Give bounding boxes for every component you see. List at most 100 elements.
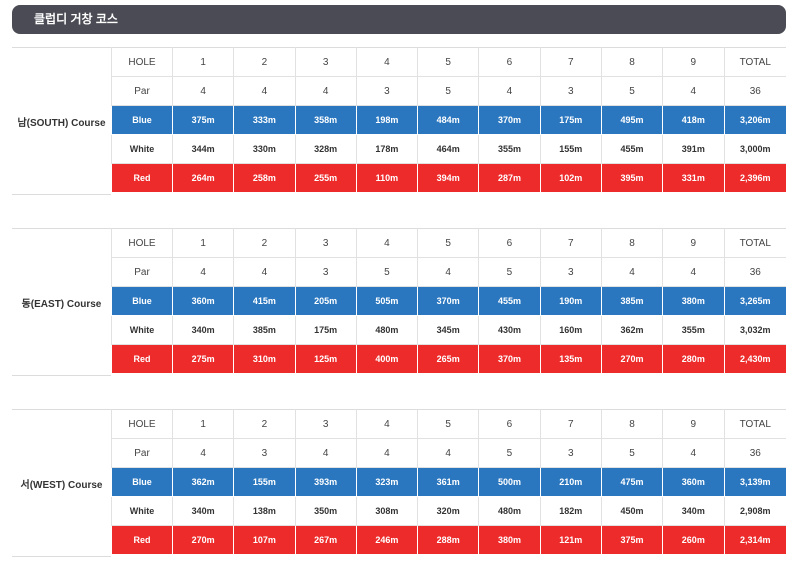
page-title: 클럽디 거창 코스 bbox=[12, 5, 786, 34]
blue-row-label: Blue bbox=[111, 467, 173, 497]
red-distance-cell: 270m bbox=[600, 344, 663, 374]
red-distance-cell: 264m bbox=[171, 163, 234, 193]
red-distance-cell: 125m bbox=[294, 344, 357, 374]
par-distance-cell: 4 bbox=[171, 76, 234, 106]
hole-header-row: HOLE 1 2 3 4 5 6 7 8 9 TOTAL bbox=[111, 47, 786, 77]
white-total-cell: 3,032m bbox=[723, 315, 786, 345]
total-label: TOTAL bbox=[723, 228, 786, 258]
blue-total-cell: 3,139m bbox=[723, 467, 786, 497]
white-distance-cell: 344m bbox=[171, 134, 234, 164]
blue-distance-cell: 505m bbox=[355, 286, 418, 316]
blue-row-label: Blue bbox=[111, 286, 173, 316]
par-distance-cell: 3 bbox=[539, 257, 602, 287]
red-distance-cell: 310m bbox=[233, 344, 296, 374]
hole-number: 9 bbox=[662, 47, 724, 77]
total-label: TOTAL bbox=[723, 409, 786, 439]
par-distance-cell: 4 bbox=[478, 76, 541, 106]
white-tee-row: White 340m 138m 350m 308m 320m 480m 182m 450m 340… bbox=[111, 496, 786, 526]
hole-number: 9 bbox=[662, 409, 724, 439]
par-distance-cell: 4 bbox=[294, 76, 357, 106]
red-distance-cell: 255m bbox=[294, 163, 357, 193]
par-distance-cell: 4 bbox=[355, 438, 418, 468]
white-distance-cell: 391m bbox=[662, 134, 724, 164]
par-distance-cell: 4 bbox=[294, 438, 357, 468]
white-distance-cell: 340m bbox=[171, 315, 234, 345]
hole-number: 6 bbox=[478, 47, 541, 77]
red-distance-cell: 102m bbox=[539, 163, 602, 193]
par-row-label: Par bbox=[111, 76, 173, 106]
white-distance-cell: 160m bbox=[539, 315, 602, 345]
hole-number: 7 bbox=[539, 47, 602, 77]
par-distance-cell: 4 bbox=[233, 257, 296, 287]
red-distance-cell: 267m bbox=[294, 525, 357, 555]
white-row-label: White bbox=[111, 315, 173, 345]
red-row-label: Red bbox=[111, 163, 173, 193]
hole-label: HOLE bbox=[111, 409, 173, 439]
par-distance-cell: 4 bbox=[662, 76, 724, 106]
blue-distance-cell: 360m bbox=[662, 467, 724, 497]
blue-distance-cell: 198m bbox=[355, 105, 418, 135]
par-row-label: Par bbox=[111, 257, 173, 287]
par-distance-cell: 4 bbox=[171, 438, 234, 468]
par-distance-cell: 4 bbox=[662, 438, 724, 468]
blue-distance-cell: 361m bbox=[417, 467, 479, 497]
white-distance-cell: 340m bbox=[662, 496, 724, 526]
hole-number: 1 bbox=[171, 47, 234, 77]
hole-number: 6 bbox=[478, 409, 541, 439]
hole-number: 5 bbox=[417, 47, 479, 77]
red-distance-cell: 287m bbox=[478, 163, 541, 193]
par-distance-cell: 5 bbox=[417, 76, 479, 106]
hole-number: 4 bbox=[355, 47, 418, 77]
red-distance-cell: 260m bbox=[662, 525, 724, 555]
red-tee-row: Red 275m 310m 125m 400m 265m 370m 135m 270m 280m 2… bbox=[111, 344, 786, 374]
hole-number: 6 bbox=[478, 228, 541, 258]
blue-row-label: Blue bbox=[111, 105, 173, 135]
blue-total-cell: 3,265m bbox=[723, 286, 786, 316]
red-distance-cell: 275m bbox=[171, 344, 234, 374]
blue-distance-cell: 205m bbox=[294, 286, 357, 316]
blue-distance-cell: 175m bbox=[539, 105, 602, 135]
white-distance-cell: 155m bbox=[539, 134, 602, 164]
red-distance-cell: 110m bbox=[355, 163, 418, 193]
hole-number: 2 bbox=[233, 228, 296, 258]
white-tee-row: White 340m 385m 175m 480m 345m 430m 160m 362m 355… bbox=[111, 315, 786, 345]
blue-tee-row: Blue 362m 155m 393m 323m 361m 500m 210m 475m 360m… bbox=[111, 467, 786, 497]
red-distance-cell: 135m bbox=[539, 344, 602, 374]
white-total-cell: 2,908m bbox=[723, 496, 786, 526]
hole-number: 7 bbox=[539, 409, 602, 439]
scorecard-table: HOLE 1 2 3 4 5 6 7 8 9 TOTAL Par 4 4 4 3 5 4 3 5 4 36 Blue 375m… bbox=[111, 47, 786, 193]
course-name: 남(SOUTH) Course bbox=[12, 47, 111, 195]
blue-distance-cell: 358m bbox=[294, 105, 357, 135]
hole-number: 9 bbox=[662, 228, 724, 258]
white-distance-cell: 308m bbox=[355, 496, 418, 526]
white-distance-cell: 385m bbox=[233, 315, 296, 345]
red-distance-cell: 265m bbox=[417, 344, 479, 374]
hole-number: 1 bbox=[171, 409, 234, 439]
red-distance-cell: 380m bbox=[478, 525, 541, 555]
hole-number: 5 bbox=[417, 409, 479, 439]
white-distance-cell: 480m bbox=[355, 315, 418, 345]
blue-distance-cell: 333m bbox=[233, 105, 296, 135]
par-distance-cell: 5 bbox=[478, 438, 541, 468]
white-total-cell: 3,000m bbox=[723, 134, 786, 164]
red-total-cell: 2,314m bbox=[723, 525, 786, 555]
blue-distance-cell: 210m bbox=[539, 467, 602, 497]
white-distance-cell: 178m bbox=[355, 134, 418, 164]
white-distance-cell: 345m bbox=[417, 315, 479, 345]
par-distance-cell: 4 bbox=[233, 76, 296, 106]
par-distance-cell: 4 bbox=[662, 257, 724, 287]
par-distance-cell: 3 bbox=[355, 76, 418, 106]
hole-header-row: HOLE 1 2 3 4 5 6 7 8 9 TOTAL bbox=[111, 228, 786, 258]
white-distance-cell: 355m bbox=[478, 134, 541, 164]
white-distance-cell: 350m bbox=[294, 496, 357, 526]
red-distance-cell: 246m bbox=[355, 525, 418, 555]
white-distance-cell: 320m bbox=[417, 496, 479, 526]
hole-label: HOLE bbox=[111, 228, 173, 258]
blue-total-cell: 3,206m bbox=[723, 105, 786, 135]
red-distance-cell: 394m bbox=[417, 163, 479, 193]
blue-distance-cell: 370m bbox=[478, 105, 541, 135]
white-distance-cell: 355m bbox=[662, 315, 724, 345]
hole-number: 1 bbox=[171, 228, 234, 258]
hole-number: 5 bbox=[417, 228, 479, 258]
hole-number: 7 bbox=[539, 228, 602, 258]
